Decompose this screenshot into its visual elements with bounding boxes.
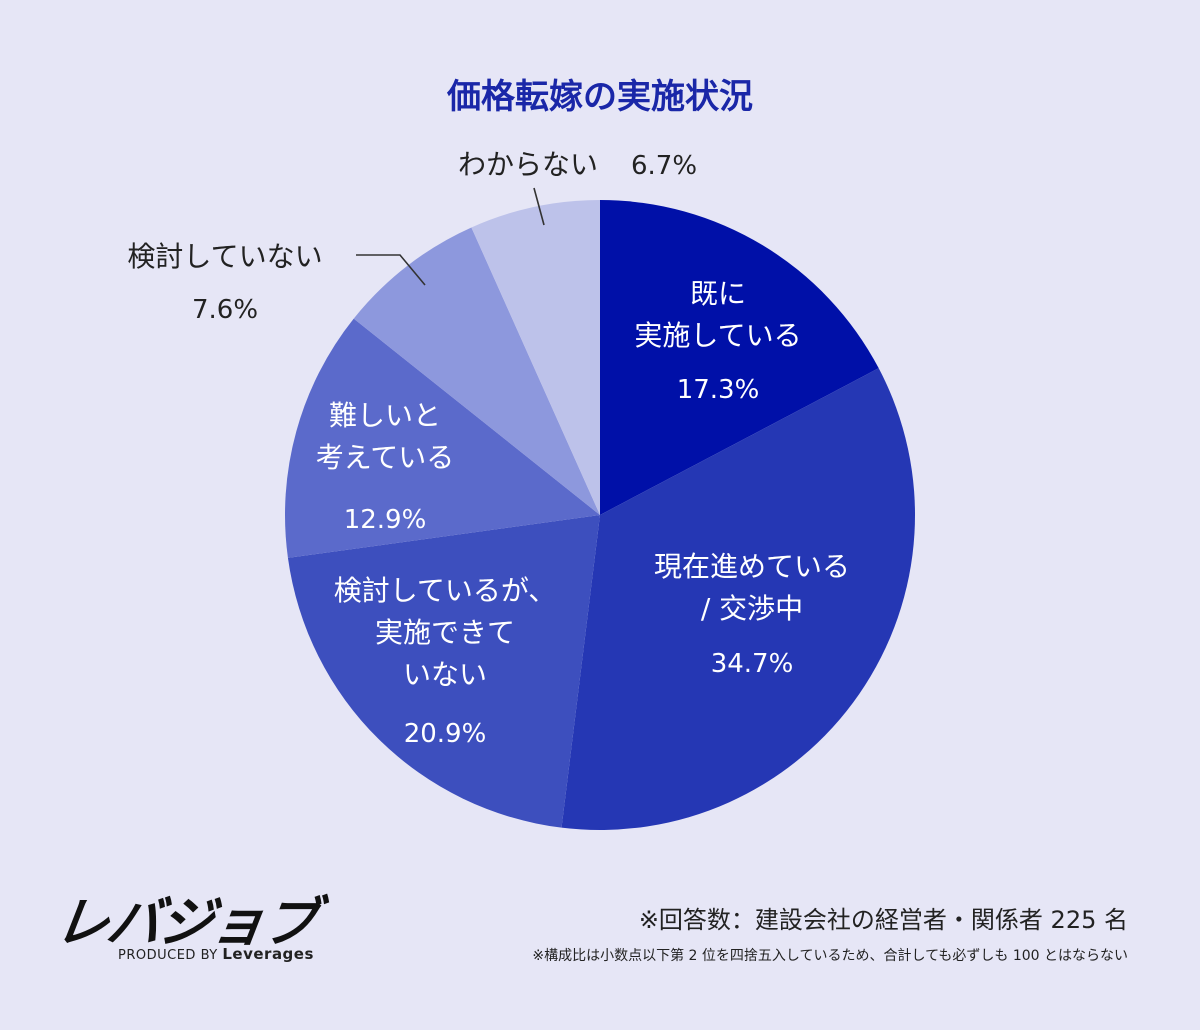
company-name: Leverages (222, 945, 314, 963)
pie-slices (284, 200, 915, 830)
slice-label: 現在進めている (654, 550, 850, 583)
pie-slice (284, 318, 600, 558)
slice-value-label: 34.7% (711, 649, 794, 679)
slice-label: / 交渉中 (701, 592, 803, 625)
brand-produced-by: PRODUCED BY Leverages (118, 945, 314, 963)
slice-value-label: 6.7% (631, 151, 697, 181)
slice-value-label: 7.6% (192, 295, 258, 325)
slice-label: 難しいと (329, 399, 441, 432)
respondents-note: ※回答数：建設会社の経営者・関係者 225 名 (638, 906, 1128, 934)
chart-title: 価格転嫁の実施状況 (446, 77, 753, 117)
pie-slice (561, 368, 915, 830)
rounding-note: ※構成比は小数点以下第 2 位を四捨五入しているため、合計しても必ずしも 100… (532, 948, 1128, 964)
slice-value-label: 12.9% (344, 505, 427, 535)
pie-slice (471, 200, 600, 515)
pie-slice (353, 227, 600, 515)
slice-label: 考えている (316, 441, 455, 474)
slice-value-label: 17.3% (677, 375, 760, 405)
slice-label: 実施できて (375, 616, 515, 649)
slice-label: 検討していない (127, 240, 322, 273)
produced-by-text: PRODUCED BY (118, 948, 218, 963)
slice-label: 検討しているが、 (334, 574, 557, 607)
leader-line-unknown (533, 187, 545, 226)
leader-line-not-considering (356, 254, 426, 286)
slice-label: いない (403, 658, 487, 691)
slice-value-label: 20.9% (404, 719, 487, 749)
pie-slice (287, 515, 600, 828)
pie-slice (600, 200, 879, 515)
slice-label: 実施している (634, 319, 801, 352)
slice-label: 既に (690, 277, 746, 310)
slice-label: わからない (458, 148, 598, 181)
